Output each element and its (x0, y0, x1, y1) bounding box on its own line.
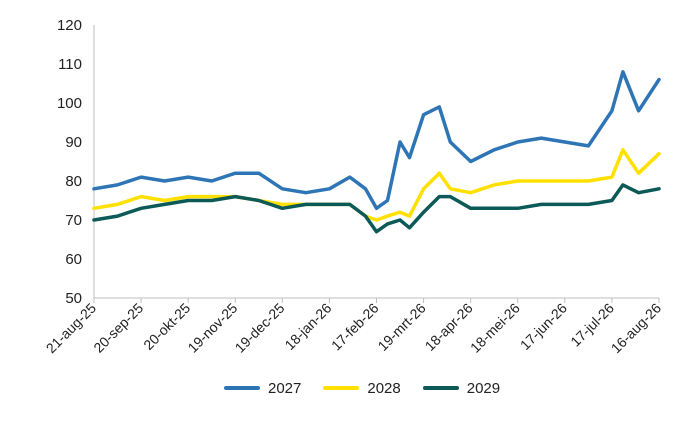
y-tick-label: 110 (58, 56, 82, 73)
series-line-2029 (92, 183, 661, 234)
x-tick-label: 18-mei-26 (467, 300, 523, 356)
y-axis: 50 60 70 80 90 100 110 120 (57, 17, 95, 307)
x-tick-label: 19-mrt-26 (374, 300, 428, 354)
legend-item-2027: 2027 (224, 380, 301, 397)
x-tick-label: 17-feb-26 (328, 300, 382, 354)
x-tick-label: 20-sep-25 (90, 300, 146, 356)
y-tick-label: 120 (57, 17, 82, 34)
legend-swatch-2028 (323, 386, 360, 390)
x-tick-label: 17-jun-26 (517, 300, 570, 353)
legend-label-2027: 2027 (268, 379, 302, 397)
series-lines (92, 70, 661, 234)
legend-label-2028: 2028 (367, 379, 401, 397)
legend-swatch-2027 (224, 386, 260, 390)
legend-item-2028: 2028 (323, 379, 401, 397)
x-tick-label: 19-dec-25 (232, 300, 288, 356)
y-tick-label: 90 (65, 134, 82, 151)
series-line-2027 (92, 70, 661, 211)
x-axis: 21-aug-2520-sep-2520-okt-2519-nov-2519-d… (43, 297, 665, 357)
x-tick-label: 21-aug-25 (43, 300, 100, 357)
series-line-2028 (92, 148, 661, 222)
y-tick-label: 60 (65, 251, 82, 268)
x-tick-label: 18-jan-26 (281, 300, 334, 353)
legend: 2027 2028 2029 (224, 377, 500, 399)
y-tick-label: 100 (57, 95, 82, 112)
legend-item-2029: 2029 (422, 379, 501, 397)
x-tick-label: 19-nov-25 (184, 300, 240, 356)
y-tick-label: 80 (65, 173, 82, 190)
legend-label-2029: 2029 (466, 379, 501, 397)
x-tick-label: 16-aug-26 (608, 300, 665, 357)
legend-swatch-2029 (422, 386, 459, 390)
y-tick-label: 50 (65, 290, 82, 307)
y-tick-label: 70 (65, 212, 82, 229)
